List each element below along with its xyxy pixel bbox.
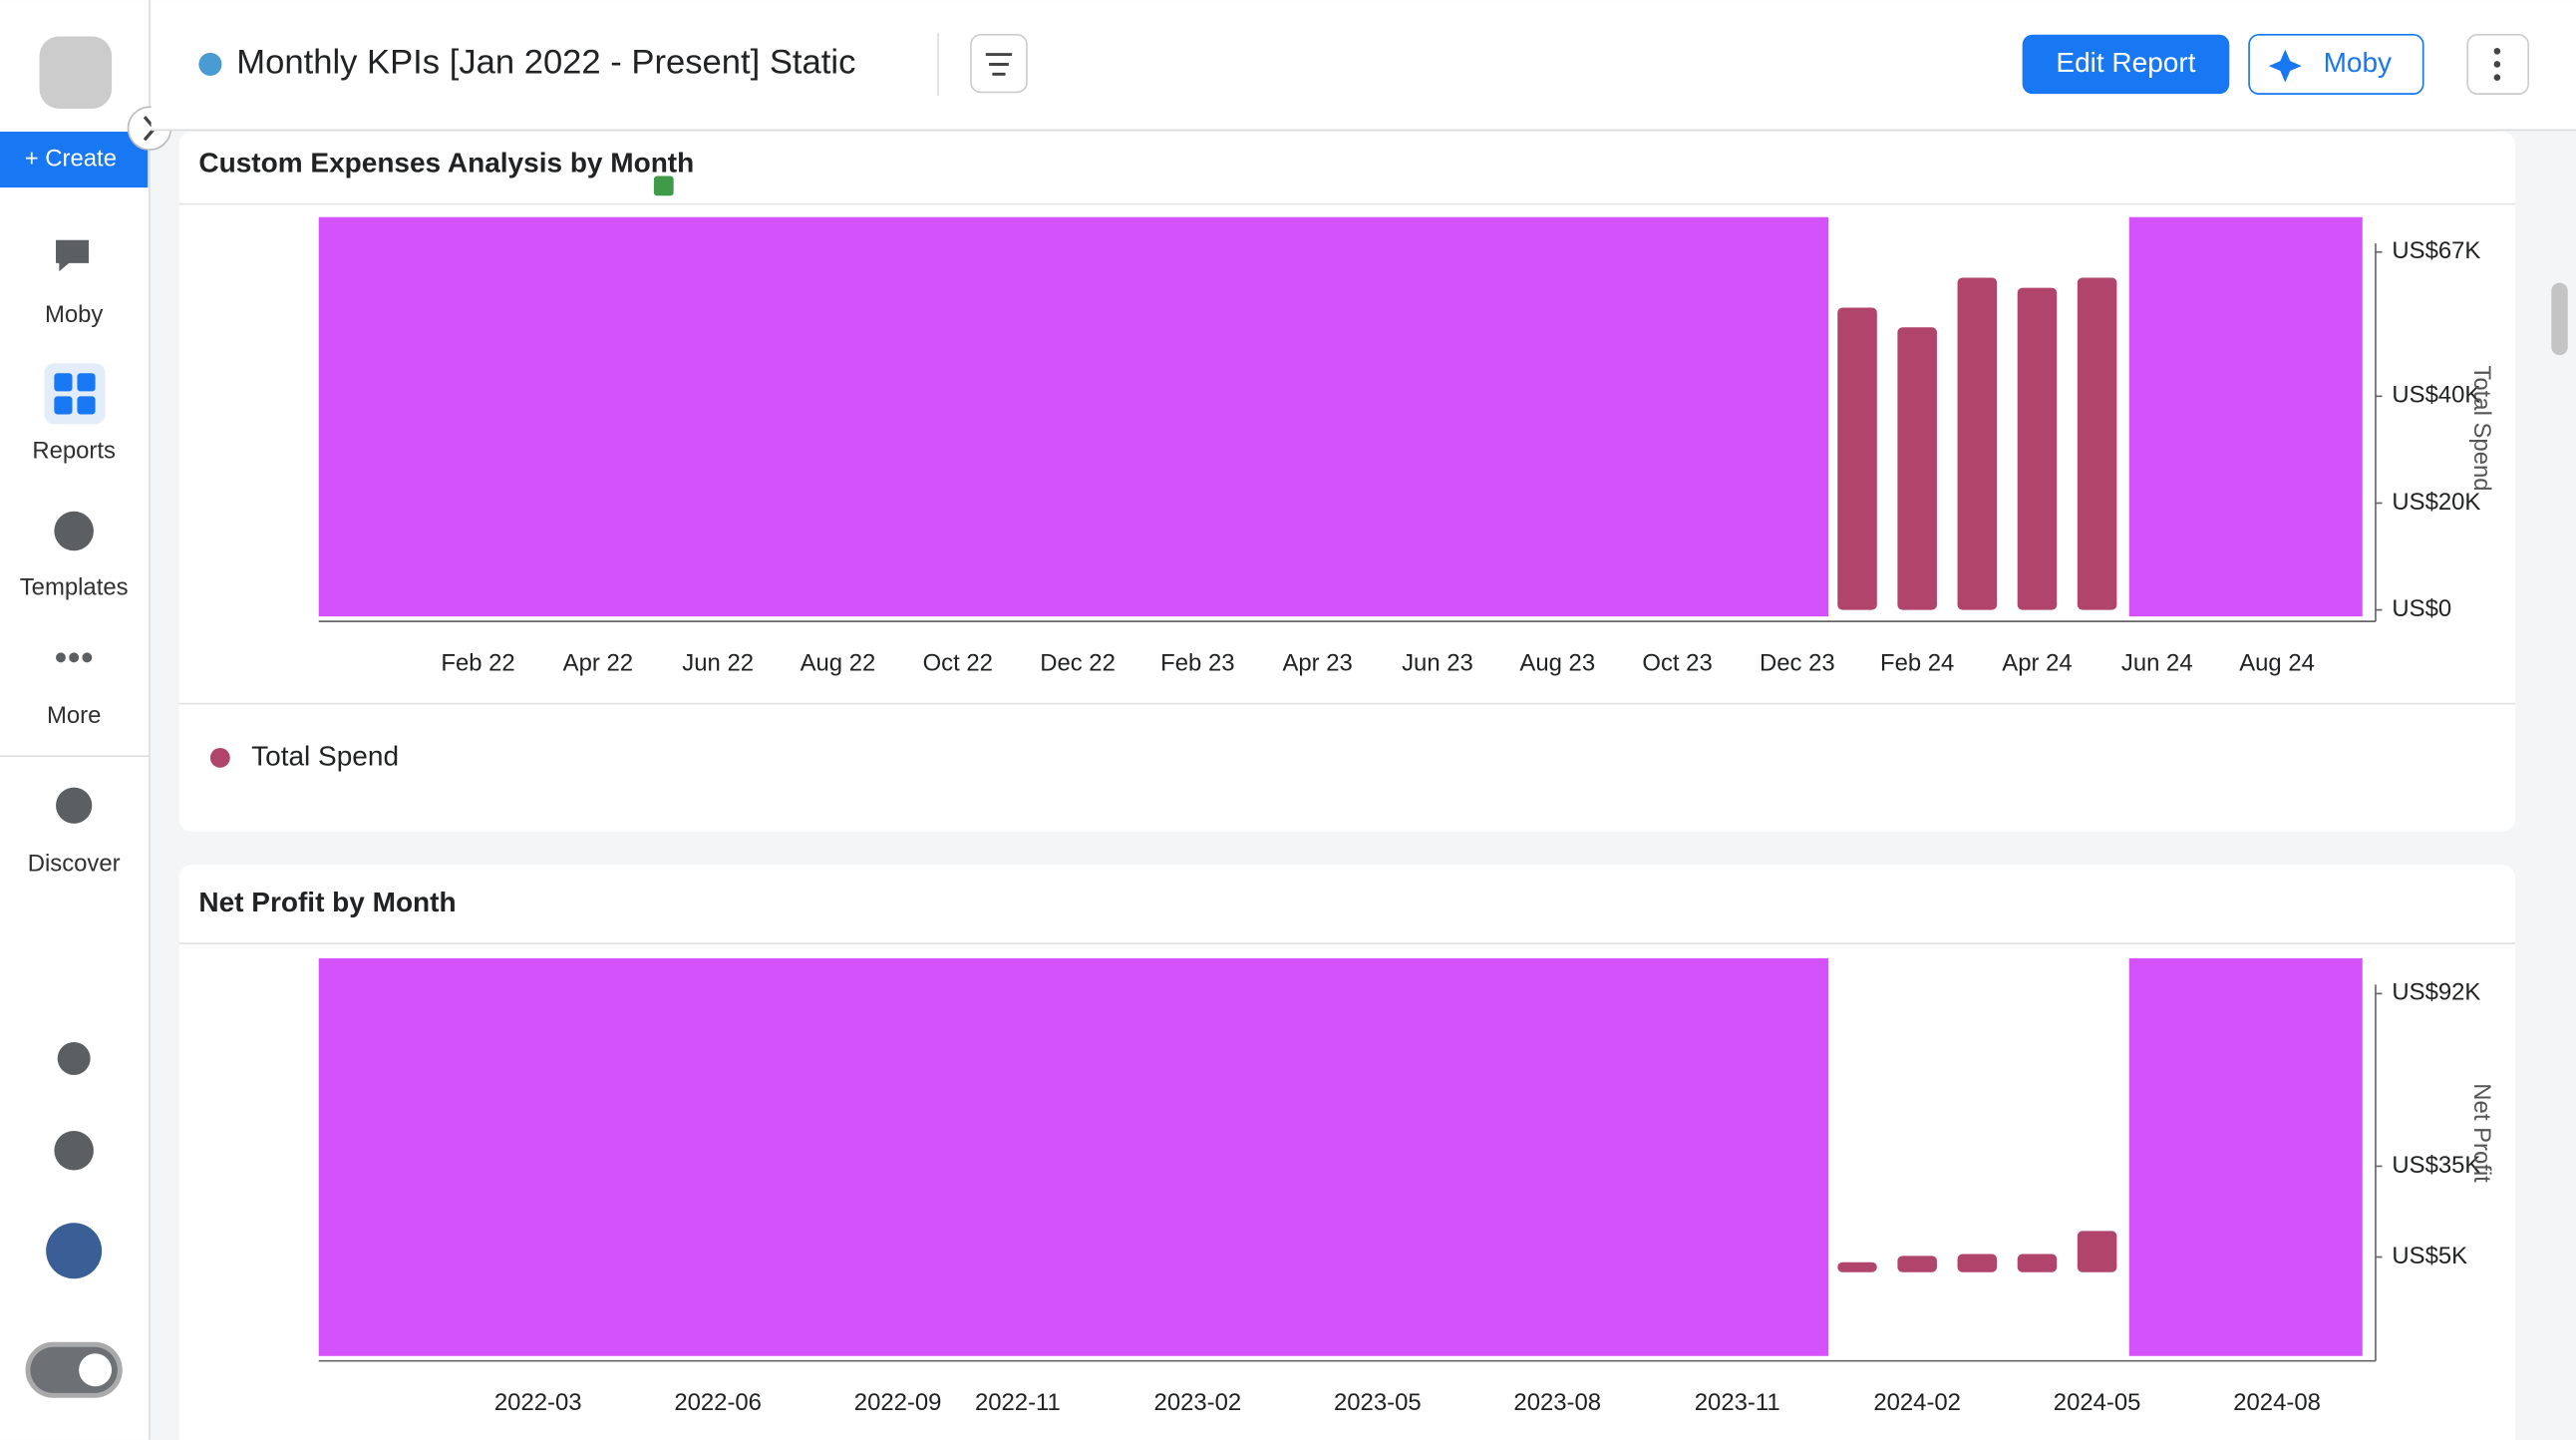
x-tick-label: 2023-11 [1695,1389,1780,1416]
sidebar-label[interactable]: Moby [45,301,103,328]
x-tick-label: 2023-08 [1513,1389,1601,1416]
bar [1897,327,1937,610]
bar [1837,307,1877,610]
sidebar-label[interactable]: Reports [32,438,116,465]
toggle-knob [79,1353,113,1387]
create-button[interactable] [0,132,149,188]
x-tick-label: 2024-08 [2233,1389,2321,1416]
x-tick-label: 2022-09 [854,1389,942,1416]
bar [2077,277,2117,610]
moby-button[interactable] [2248,33,2424,95]
x-tick-label: Aug 24 [2239,649,2315,676]
highlight-overlay [2128,957,2363,1356]
chart-title: Net Profit by Month [198,887,456,917]
x-tick-label: Feb 22 [441,649,514,676]
edit-report-button[interactable] [2022,34,2230,95]
bar [1957,1254,1998,1272]
y-tick-label: US$40K [2392,382,2480,409]
y-tick-label: US$67K [2392,237,2480,264]
bar [2017,1254,2058,1272]
x-tick-label: 2022-03 [494,1389,582,1416]
x-tick-label: Apr 22 [563,649,633,676]
y-tick-label: US$35K [2392,1152,2480,1179]
reports-icon [54,373,96,415]
sidebar-label[interactable]: Templates [20,573,129,600]
x-tick-label: 2024-05 [2054,1389,2141,1416]
avatar[interactable] [46,1223,103,1279]
bar [1957,277,1998,610]
x-tick-label: Apr 23 [1282,649,1352,676]
create-label[interactable]: + Create [25,145,117,172]
bar [1897,1256,1937,1272]
x-tick-label: Jun 22 [682,649,754,676]
y-tick-label: US$5K [2392,1243,2467,1269]
title-emoji [198,52,222,76]
scrollbar[interactable] [2551,282,2568,356]
x-tick-label: Aug 23 [1519,649,1595,676]
x-tick-label: 2022-11 [975,1389,1061,1416]
sidebar-label[interactable]: More [47,702,101,729]
reports-bg [44,363,106,425]
y-tick-label: US$92K [2392,979,2480,1006]
sparkle-icon [2268,49,2302,83]
y-axis-title: Net Profit [2468,1083,2495,1183]
settings-icon[interactable] [57,1042,91,1075]
kebab-icon [2493,47,2501,81]
x-tick-label: Oct 23 [1642,649,1712,676]
x-tick-label: Apr 24 [2002,649,2072,676]
highlight-overlay [318,957,1829,1356]
x-tick-label: Jun 23 [1402,649,1473,676]
x-tick-label: 2022-06 [674,1389,762,1416]
x-tick-label: Dec 22 [1040,649,1116,676]
x-tick-label: 2024-02 [1873,1389,1961,1416]
y-tick-label: US$0 [2392,595,2451,622]
report-title: Monthly KPIs [Jan 2022 - Present] Static [236,44,855,82]
legend-marker[interactable] [209,748,230,768]
discover-icon [56,787,93,824]
x-tick-label: Feb 24 [1880,649,1954,676]
x-tick-label: 2023-02 [1154,1389,1242,1416]
y-tick-label: US$20K [2392,489,2480,516]
logo [39,36,113,109]
chart-title: Custom Expenses Analysis by Month [198,147,694,178]
help-icon[interactable] [54,1130,94,1171]
highlight-overlay [318,216,1829,617]
bar [1837,1261,1877,1272]
bar [2017,287,2058,610]
cursor-marker [653,176,674,196]
x-tick-label: Dec 23 [1760,649,1835,676]
templates-icon [54,511,94,551]
moby-label[interactable]: Moby [2324,47,2392,78]
x-tick-label: Oct 22 [923,649,993,676]
y-axis-title: Total Spend [2468,365,2495,491]
moby-icon [56,239,89,272]
highlight-overlay [2128,216,2363,617]
legend-label[interactable]: Total Spend [251,740,399,771]
edit-report-label[interactable]: Edit Report [2056,47,2195,78]
filter-icon [985,53,1013,76]
bar [2077,1231,2117,1272]
x-tick-label: Jun 24 [2121,649,2193,676]
more-icon [56,652,93,663]
x-tick-label: Feb 23 [1160,649,1234,676]
sidebar-label[interactable]: Discover [28,850,121,877]
x-tick-label: 2023-05 [1334,1389,1422,1416]
x-tick-label: Aug 22 [801,649,876,676]
